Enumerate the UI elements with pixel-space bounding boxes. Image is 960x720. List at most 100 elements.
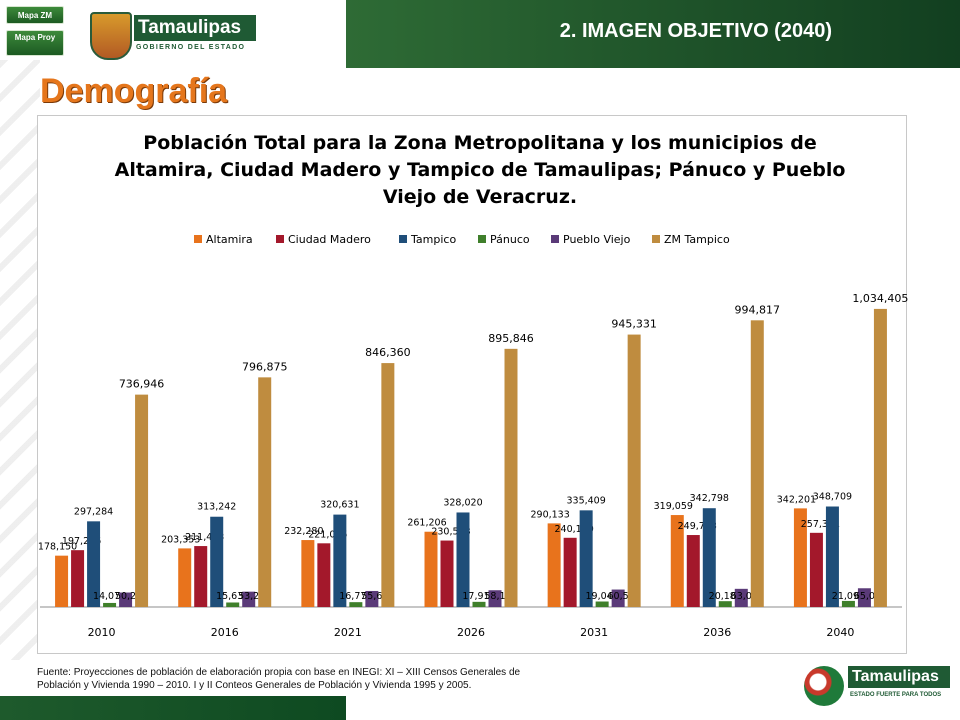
bar-pánuco-2016 bbox=[226, 602, 240, 607]
bar-pánuco-2036 bbox=[718, 601, 732, 607]
data-label: 249,723 bbox=[678, 521, 717, 532]
data-label: 846,360 bbox=[365, 346, 411, 359]
bar-pueblo-viejo-2021 bbox=[365, 590, 379, 607]
bar-tampico-2040 bbox=[825, 506, 839, 607]
data-label: 50,222 bbox=[115, 591, 148, 602]
data-label: 994,817 bbox=[735, 303, 781, 316]
bar-ciudad-madero-2036 bbox=[686, 535, 700, 607]
legend-label: Pánuco bbox=[490, 233, 530, 246]
data-label: 328,020 bbox=[443, 497, 482, 508]
chart-title: Población Total para la Zona Metropolita… bbox=[0, 130, 960, 211]
bar-ciudad-madero-2040 bbox=[809, 532, 823, 607]
source-note: Fuente: Proyecciones de población de ela… bbox=[37, 666, 637, 692]
data-label: 342,201 bbox=[777, 494, 816, 505]
bar-altamira-2016 bbox=[178, 548, 192, 607]
data-label: 211,443 bbox=[185, 532, 224, 543]
bar-ciudad-madero-2026 bbox=[440, 540, 454, 607]
bar-zm-tampico-2031 bbox=[627, 334, 641, 607]
legend-swatch bbox=[652, 235, 660, 243]
x-tick-label: 2010 bbox=[88, 626, 116, 639]
chart-title-line-2: Altamira, Ciudad Madero y Tampico de Tam… bbox=[114, 159, 846, 181]
legend-label: Ciudad Madero bbox=[288, 233, 371, 246]
data-label: 60,592 bbox=[608, 591, 641, 602]
header-band bbox=[346, 0, 960, 68]
bar-pueblo-viejo-2040 bbox=[857, 588, 871, 607]
bar-pánuco-2021 bbox=[349, 602, 363, 607]
bar-tampico-2021 bbox=[333, 514, 347, 607]
data-label: 736,946 bbox=[119, 378, 165, 391]
bar-pueblo-viejo-2036 bbox=[734, 588, 748, 607]
tamaulipas-emblem-icon bbox=[804, 666, 844, 706]
data-label: 197,216 bbox=[62, 536, 101, 547]
legend-item-zm-tampico: ZM Tampico bbox=[652, 233, 730, 246]
data-label: 313,242 bbox=[197, 502, 236, 513]
logo-name: Tamaulipas bbox=[134, 15, 256, 41]
legend-label: ZM Tampico bbox=[664, 233, 730, 246]
bar-zm-tampico-2010 bbox=[135, 394, 149, 607]
data-label: 221,005 bbox=[308, 529, 347, 540]
data-label: 19,047 bbox=[586, 591, 619, 602]
bar-pánuco-2040 bbox=[841, 600, 855, 607]
bar-ciudad-madero-2021 bbox=[317, 543, 331, 607]
source-line-1: Fuente: Proyecciones de población de ela… bbox=[37, 667, 521, 678]
bar-tampico-2010 bbox=[87, 521, 101, 607]
bar-pánuco-2010 bbox=[103, 602, 117, 607]
data-label: 257,381 bbox=[801, 519, 840, 530]
chart-title-line-3: Viejo de Veracruz. bbox=[382, 186, 578, 208]
bar-pueblo-viejo-2031 bbox=[611, 589, 625, 607]
data-label: 17,911 bbox=[462, 591, 495, 602]
data-label: 895,846 bbox=[488, 332, 534, 345]
legend-item-tampico: Tampico bbox=[399, 233, 456, 246]
data-label: 240,150 bbox=[554, 524, 593, 535]
bar-altamira-2036 bbox=[670, 515, 684, 607]
data-label: 319,059 bbox=[654, 501, 693, 512]
bar-tampico-2031 bbox=[579, 510, 593, 607]
legend-swatch bbox=[399, 235, 407, 243]
footer-logo: Tamaulipas ESTADO FUERTE PARA TODOS bbox=[804, 664, 952, 708]
footer-logo-slogan: ESTADO FUERTE PARA TODOS bbox=[850, 692, 942, 698]
bar-pánuco-2031 bbox=[595, 601, 609, 607]
bar-altamira-2026 bbox=[424, 531, 438, 607]
data-label: 945,331 bbox=[611, 318, 657, 331]
legend-item-panuco: Pánuco bbox=[478, 233, 530, 246]
bar-pueblo-viejo-2016 bbox=[242, 591, 256, 607]
data-label: 53,208 bbox=[238, 591, 271, 602]
legend-item-altamira: Altamira bbox=[194, 233, 253, 246]
bar-zm-tampico-2026 bbox=[504, 348, 518, 607]
data-label: 796,875 bbox=[242, 360, 288, 373]
data-label: 20,183 bbox=[709, 591, 742, 602]
bar-tampico-2036 bbox=[702, 508, 716, 607]
legend-label: Pueblo Viejo bbox=[563, 233, 631, 246]
bar-zm-tampico-2021 bbox=[381, 363, 395, 607]
section-title: Demografía bbox=[40, 72, 228, 110]
bar-tampico-2016 bbox=[210, 516, 224, 607]
data-label: 65,023 bbox=[854, 591, 887, 602]
legend-label: Tampico bbox=[411, 233, 457, 246]
legend-item-ciudad-madero: Ciudad Madero bbox=[276, 233, 371, 246]
data-label: 261,206 bbox=[407, 518, 446, 529]
data-label: 297,284 bbox=[74, 506, 113, 517]
mapa-proy-button[interactable]: Mapa Proy bbox=[6, 30, 64, 56]
data-label: 16,775 bbox=[339, 591, 372, 602]
bar-zm-tampico-2040 bbox=[873, 308, 887, 607]
data-label: 203,353 bbox=[161, 534, 200, 545]
bar-zm-tampico-2036 bbox=[750, 320, 764, 607]
coat-of-arms-icon bbox=[90, 12, 132, 60]
data-label: 320,631 bbox=[320, 500, 359, 511]
mapa-zm-button[interactable]: Mapa ZM bbox=[6, 6, 64, 24]
bar-altamira-2040 bbox=[793, 508, 807, 607]
data-label: 14,074 bbox=[93, 591, 126, 602]
x-tick-label: 2031 bbox=[580, 626, 608, 639]
data-label: 21,092 bbox=[832, 591, 865, 602]
bar-tampico-2026 bbox=[456, 512, 470, 607]
bar-pueblo-viejo-2010 bbox=[119, 592, 133, 607]
x-tick-label: 2026 bbox=[457, 626, 485, 639]
legend-item-pueblo-viejo: Pueblo Viejo bbox=[551, 233, 630, 246]
data-label: 1,034,405 bbox=[852, 292, 908, 305]
data-label: 232,280 bbox=[284, 526, 323, 537]
x-tick-label: 2021 bbox=[334, 626, 362, 639]
data-label: 348,709 bbox=[813, 492, 852, 503]
page-title: 2. IMAGEN OBJETIVO (2040) bbox=[559, 20, 832, 42]
data-label: 230,578 bbox=[431, 527, 470, 538]
